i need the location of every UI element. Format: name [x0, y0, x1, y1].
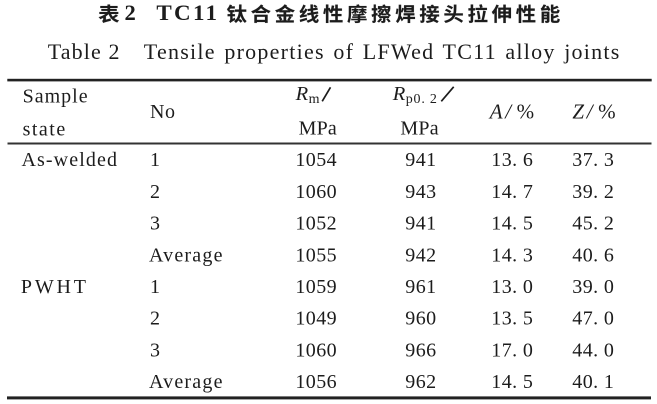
svg-text:47. 0: 47. 0: [572, 308, 614, 330]
svg-text:3: 3: [150, 213, 160, 235]
svg-text:1055: 1055: [295, 244, 337, 266]
svg-text:14. 7: 14. 7: [491, 181, 533, 203]
svg-text:962: 962: [405, 371, 436, 393]
svg-text:MPa: MPa: [299, 118, 337, 140]
svg-text:37. 3: 37. 3: [572, 149, 614, 171]
svg-text:Average: Average: [149, 371, 224, 393]
svg-text:MPa: MPa: [400, 118, 438, 140]
svg-text:1049: 1049: [295, 308, 337, 330]
svg-text:960: 960: [405, 308, 436, 330]
svg-text:Z/%: Z /%: [572, 100, 615, 124]
svg-text:13. 0: 13. 0: [491, 276, 533, 298]
svg-text:45. 2: 45. 2: [572, 213, 614, 235]
svg-text:PWHT: PWHT: [21, 276, 89, 298]
svg-text:As-welded: As-welded: [22, 149, 119, 171]
svg-text:941: 941: [405, 149, 436, 171]
svg-text:1054: 1054: [295, 149, 337, 171]
svg-text:40. 1: 40. 1: [572, 371, 614, 393]
svg-text:state: state: [23, 119, 67, 141]
svg-text:961: 961: [405, 276, 436, 298]
svg-text:14. 5: 14. 5: [491, 371, 533, 393]
svg-text:39. 0: 39. 0: [572, 276, 614, 298]
svg-text:2: 2: [150, 308, 160, 330]
svg-text:2: 2: [125, 0, 136, 25]
svg-text:1059: 1059: [295, 276, 337, 298]
svg-text:Tensile properties of LFWed TC: Tensile properties of LFWed TC11 alloy j…: [144, 39, 621, 64]
svg-text:A/%: A /%: [488, 100, 534, 124]
svg-text:17. 0: 17. 0: [491, 339, 533, 361]
svg-text:14. 3: 14. 3: [491, 244, 533, 266]
svg-text:Rm: Rm: [295, 83, 320, 107]
svg-text:943: 943: [405, 181, 436, 203]
svg-text:1056: 1056: [295, 371, 337, 393]
svg-text:1: 1: [150, 149, 160, 171]
svg-text:1052: 1052: [295, 213, 337, 235]
svg-text:2: 2: [150, 181, 160, 203]
svg-text:1060: 1060: [295, 339, 337, 361]
svg-text:966: 966: [405, 339, 436, 361]
svg-text:13. 6: 13. 6: [491, 149, 533, 171]
svg-text:39. 2: 39. 2: [572, 181, 614, 203]
svg-text:3: 3: [150, 339, 160, 361]
svg-text:Sample: Sample: [23, 85, 89, 107]
svg-text:Table 2: Table 2: [48, 39, 121, 64]
svg-text:13. 5: 13. 5: [491, 308, 533, 330]
svg-text:941: 941: [405, 213, 436, 235]
svg-text:44. 0: 44. 0: [572, 339, 614, 361]
svg-text:TC11: TC11: [156, 0, 219, 25]
svg-text:14. 5: 14. 5: [491, 213, 533, 235]
svg-text:1060: 1060: [295, 181, 337, 203]
svg-text:1: 1: [150, 276, 160, 298]
svg-text:Average: Average: [149, 244, 224, 266]
svg-text:No: No: [150, 101, 175, 123]
svg-text:Rp0. 2: Rp0. 2: [392, 83, 438, 107]
svg-text:40. 6: 40. 6: [572, 244, 614, 266]
svg-text:942: 942: [405, 244, 436, 266]
